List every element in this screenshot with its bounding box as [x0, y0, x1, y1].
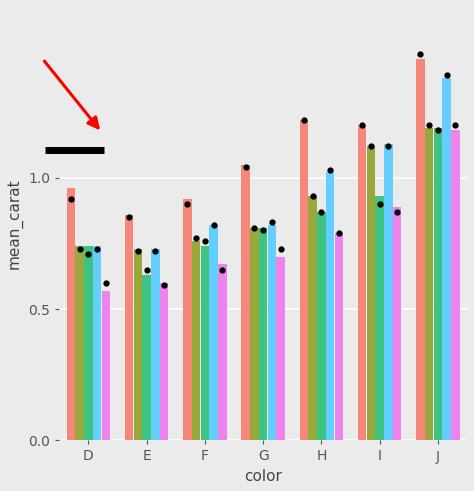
Bar	[367, 146, 375, 440]
Bar	[134, 248, 142, 440]
Bar	[358, 125, 366, 440]
Bar	[218, 265, 227, 440]
Bar	[125, 215, 133, 440]
Bar	[192, 241, 201, 440]
Bar	[101, 291, 110, 440]
Bar	[442, 78, 451, 440]
Bar	[241, 164, 250, 440]
Bar	[93, 246, 101, 440]
Bar	[142, 275, 151, 440]
Bar	[375, 196, 384, 440]
Bar	[335, 233, 343, 440]
Bar	[451, 131, 460, 440]
Bar	[317, 212, 326, 440]
Bar	[75, 246, 84, 440]
Bar	[393, 207, 401, 440]
Bar	[425, 128, 433, 440]
Bar	[183, 199, 191, 440]
Bar	[384, 143, 392, 440]
Bar	[67, 188, 75, 440]
Bar	[151, 248, 160, 440]
Bar	[210, 225, 218, 440]
Bar	[259, 228, 267, 440]
Bar	[268, 225, 276, 440]
Bar	[250, 228, 259, 440]
Bar	[276, 257, 285, 440]
Y-axis label: mean_carat: mean_carat	[7, 178, 23, 269]
Bar	[434, 128, 442, 440]
Bar	[309, 196, 317, 440]
Bar	[416, 59, 425, 440]
Bar	[326, 172, 335, 440]
Bar	[160, 283, 168, 440]
Bar	[201, 246, 209, 440]
Bar	[84, 246, 92, 440]
X-axis label: color: color	[244, 469, 282, 484]
Bar	[300, 120, 308, 440]
